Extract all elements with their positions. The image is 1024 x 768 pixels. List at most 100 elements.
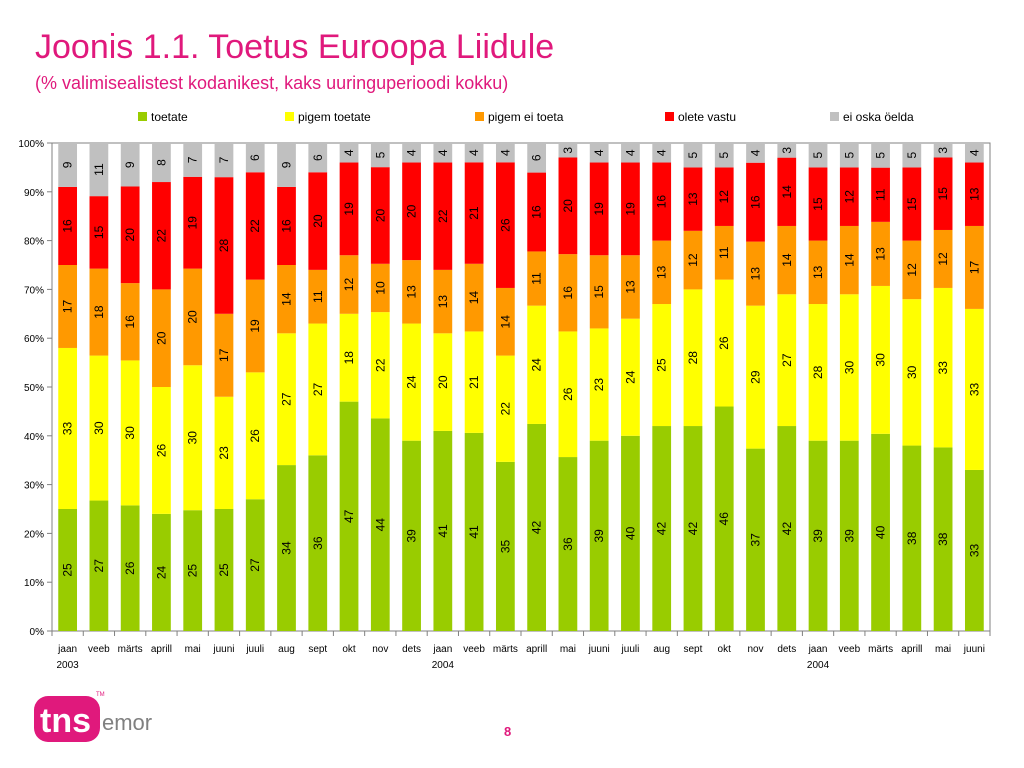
- bar-segment: [370, 312, 390, 419]
- bar-stack: 39 23 15 19 4: [589, 143, 609, 631]
- y-tick-label: 20%: [24, 529, 44, 540]
- data-label: 28: [686, 351, 700, 365]
- bar-segment: [89, 196, 109, 269]
- legend-label: toetate: [151, 110, 188, 124]
- legend-swatch: [475, 112, 484, 121]
- bar-stack: 39 28 13 15 5: [808, 143, 828, 631]
- data-label: 16: [561, 286, 575, 300]
- data-label: 16: [655, 195, 669, 209]
- data-label: 5: [874, 152, 888, 159]
- bar-segment: [902, 167, 922, 241]
- bar-segment: [245, 372, 265, 500]
- data-label: 16: [749, 195, 763, 209]
- bar-segment: [746, 305, 765, 449]
- bar-segment: [808, 240, 828, 305]
- bar-segment: [402, 260, 421, 324]
- bar-segment: [964, 143, 984, 163]
- legend-swatch: [830, 112, 839, 121]
- data-label: 13: [655, 265, 669, 279]
- bar-segment: [839, 225, 859, 295]
- chart-subtitle: (% valimisealistest kodanikest, kaks uur…: [35, 73, 509, 93]
- data-label: 5: [686, 152, 700, 159]
- data-label: 4: [342, 149, 356, 156]
- data-label: 19: [342, 202, 356, 216]
- legend-label: pigem ei toeta: [488, 110, 564, 124]
- bar-segment: [683, 143, 703, 168]
- data-label: 17: [61, 299, 75, 313]
- bar-segment: [433, 269, 453, 334]
- data-label: 18: [92, 305, 106, 319]
- data-label: 41: [467, 525, 481, 539]
- data-label: 22: [373, 358, 387, 372]
- data-label: 13: [811, 265, 825, 279]
- bar-segment: [714, 143, 734, 168]
- bar-segment: [214, 177, 234, 314]
- bar-stack: 40 24 13 19 4: [621, 143, 640, 631]
- bar-segment: [402, 143, 421, 163]
- data-label: 34: [280, 541, 294, 555]
- x-tick-label: mai: [560, 644, 576, 655]
- legend-swatch: [285, 112, 294, 121]
- bar-segment: [839, 167, 859, 226]
- legend: toetate pigem toetate pigem ei toeta olete …: [138, 110, 914, 124]
- bar-segment: [58, 186, 78, 265]
- bar-segment: [964, 225, 984, 309]
- bar-segment: [652, 426, 672, 631]
- bar-segment: [308, 455, 328, 631]
- data-label: 7: [186, 156, 200, 163]
- data-label: 26: [154, 443, 168, 457]
- bar-segment: [871, 143, 890, 168]
- data-label: 4: [592, 149, 606, 156]
- data-label: 4: [467, 149, 481, 156]
- bar-segment: [589, 162, 609, 256]
- data-label: 5: [717, 152, 731, 159]
- bar-segment: [589, 328, 609, 441]
- bar-segment: [464, 432, 484, 631]
- x-tick-label: okt: [342, 644, 356, 655]
- data-label: 24: [405, 375, 419, 389]
- bar-segment: [245, 279, 265, 373]
- data-label: 11: [874, 188, 888, 201]
- svg-text:emor: emor: [102, 710, 152, 735]
- bar-stack: 39 30 14 12 5: [839, 143, 859, 631]
- bar-segment: [902, 143, 922, 168]
- y-tick-label: 40%: [24, 432, 44, 443]
- data-label: 27: [92, 559, 106, 573]
- data-label: 42: [686, 522, 700, 536]
- bar-segment: [933, 447, 953, 631]
- data-label: 23: [217, 446, 231, 460]
- data-label: 16: [280, 219, 294, 233]
- x-tick-label: okt: [718, 644, 732, 655]
- data-label: 24: [154, 565, 168, 579]
- data-label: 11: [717, 246, 731, 259]
- data-label: 4: [436, 149, 450, 156]
- bar-segment: [308, 143, 328, 173]
- data-label: 30: [92, 421, 106, 435]
- data-label: 27: [248, 558, 262, 572]
- data-label: 3: [780, 147, 794, 154]
- x-tick-label: sept: [684, 644, 703, 655]
- bar-segment: [683, 167, 703, 231]
- x-year-label: 2003: [57, 660, 80, 671]
- bar-segment: [89, 268, 109, 356]
- data-label: 9: [123, 161, 137, 168]
- page-number: 8: [504, 724, 512, 739]
- x-tick-label: jaan: [432, 644, 452, 655]
- bar-segment: [714, 279, 734, 407]
- data-label: 33: [967, 382, 981, 396]
- x-tick-label: juuni: [963, 644, 985, 655]
- bar-segment: [120, 360, 140, 506]
- data-label: 4: [498, 149, 512, 156]
- bar-stack: 37 29 13 16 4: [746, 143, 765, 631]
- bar-segment: [714, 167, 734, 226]
- legend-swatch: [138, 112, 147, 121]
- bar-segment: [433, 430, 453, 631]
- data-label: 25: [655, 358, 669, 372]
- bar-segment: [589, 440, 609, 631]
- data-label: 22: [248, 219, 262, 233]
- bar-segment: [621, 318, 640, 436]
- bar-segment: [558, 143, 578, 158]
- bar-segment: [683, 289, 703, 427]
- bar-segment: [152, 387, 171, 514]
- y-tick-label: 80%: [24, 237, 44, 248]
